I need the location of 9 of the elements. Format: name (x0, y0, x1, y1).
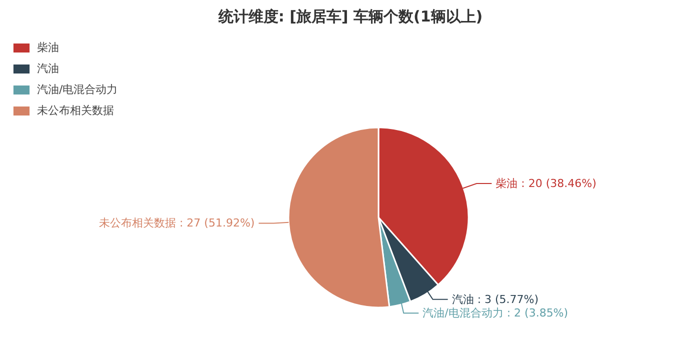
data-label: 汽油 : 3 (5.77%) (452, 292, 539, 306)
legend-label: 汽油 (37, 61, 59, 76)
legend-label: 未公布相关数据 (37, 103, 114, 118)
data-label: 未公布相关数据 : 27 (51.92%) (98, 216, 255, 230)
chart-title: 统计维度: [旅居车] 车辆个数(1辆以上) (217, 8, 483, 26)
legend-label: 汽油/电混合动力 (37, 82, 118, 97)
data-label: 柴油 : 20 (38.46%) (496, 177, 596, 190)
legend-label: 柴油 (37, 40, 59, 55)
data-label: 汽油/电混合动力 : 2 (3.85%) (422, 306, 568, 320)
